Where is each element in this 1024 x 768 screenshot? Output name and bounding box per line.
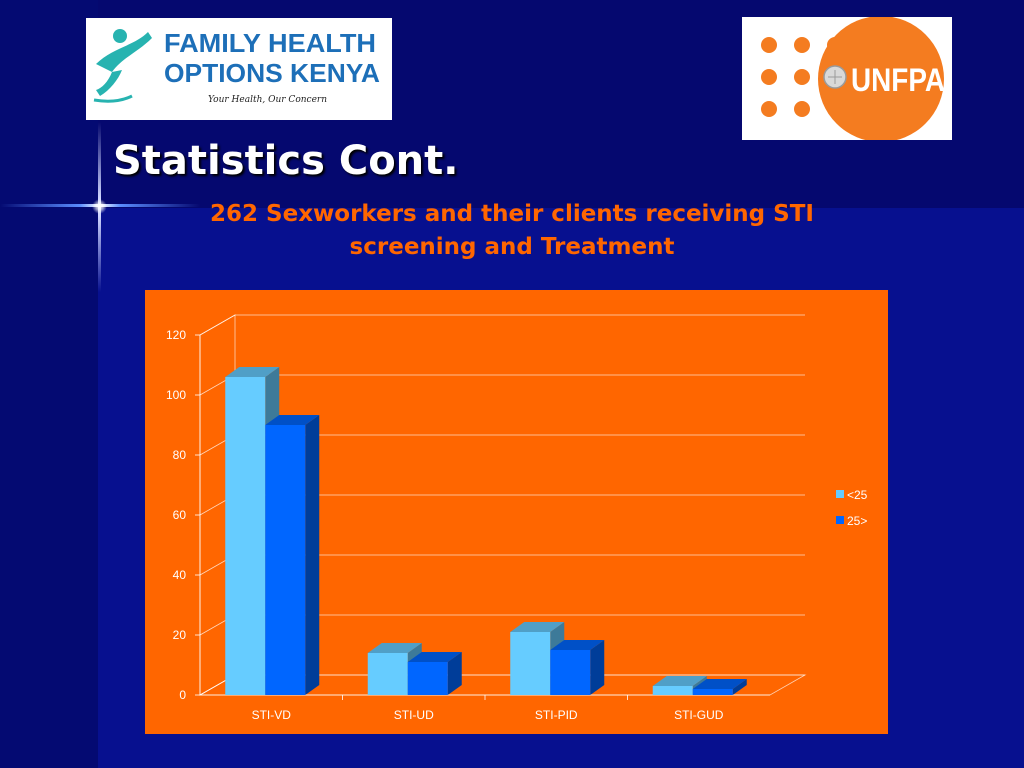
- category-label: STI-GUD: [674, 708, 724, 722]
- legend-label: 25>: [847, 514, 867, 528]
- bar-top: [225, 367, 280, 377]
- bar-top: [692, 679, 747, 689]
- fho-logo-line2: OPTIONS KENYA: [164, 58, 380, 88]
- y-tick-label: 100: [166, 388, 186, 402]
- slide-subtitle: 262 Sexworkers and their clients receivi…: [210, 201, 814, 260]
- y-tick-label: 80: [173, 448, 187, 462]
- family-health-options-logo: FAMILY HEALTH OPTIONS KENYA Your Health,…: [86, 18, 392, 120]
- y-tick-label: 120: [166, 328, 186, 342]
- legend-swatch: [836, 490, 844, 498]
- bar-side: [447, 652, 462, 695]
- slide-title: Statistics Cont.: [113, 138, 459, 184]
- y-tick-label: 60: [173, 508, 187, 522]
- category-label: STI-UD: [394, 708, 434, 722]
- gridline: [199, 374, 805, 396]
- bar: [550, 650, 591, 695]
- unfpa-logo-graphic: UNFPA: [761, 16, 945, 142]
- un-emblem-grid: [828, 70, 842, 84]
- category-label: STI-VD: [252, 708, 292, 722]
- bar-top: [407, 652, 462, 662]
- legend-swatch: [836, 516, 844, 524]
- unfpa-logo-text: UNFPA: [851, 62, 945, 98]
- bar: [367, 653, 408, 695]
- unfpa-circle: [818, 16, 944, 142]
- legend-label: <25: [847, 488, 868, 502]
- bar: [692, 689, 733, 695]
- y-tick-label: 0: [179, 688, 186, 702]
- fho-logo-tagline: Your Health, Our Concern: [208, 95, 327, 105]
- left-band: [0, 0, 98, 768]
- bar-side: [732, 679, 747, 695]
- bar: [510, 632, 551, 695]
- bar-chart: 0 20 40 60 80 100 120 STI-VD STI-UD STI-PID STI-GU…: [166, 314, 868, 722]
- fho-figure-swoosh: [93, 94, 133, 103]
- fho-figure-body: [96, 32, 152, 72]
- bar: [225, 377, 266, 695]
- fho-logo-line1: FAMILY HEALTH: [164, 28, 376, 58]
- chart-area: 0 20 40 60 80 100 120 STI-VD STI-UD STI-PID STI-GU…: [145, 290, 888, 734]
- bar-top: [367, 643, 422, 653]
- bar: [407, 662, 448, 695]
- bar-side: [590, 640, 605, 695]
- fho-figure-head: [113, 29, 127, 43]
- gridline: [199, 314, 805, 336]
- bar-top: [550, 640, 605, 650]
- y-tick-label: 20: [173, 628, 187, 642]
- unfpa-logo: UNFPA: [742, 16, 952, 142]
- bar-top: [265, 415, 320, 425]
- y-tick-label: 40: [173, 568, 187, 582]
- bar-top: [652, 676, 707, 686]
- bar: [265, 425, 306, 695]
- fho-logo-graphic: FAMILY HEALTH OPTIONS KENYA Your Health,…: [93, 28, 380, 105]
- bar-side: [305, 415, 320, 695]
- decorative-sparkle: [92, 199, 107, 214]
- bar: [652, 686, 693, 695]
- bar-top: [510, 622, 565, 632]
- category-label: STI-PID: [535, 708, 578, 722]
- fho-figure-leg: [96, 70, 122, 96]
